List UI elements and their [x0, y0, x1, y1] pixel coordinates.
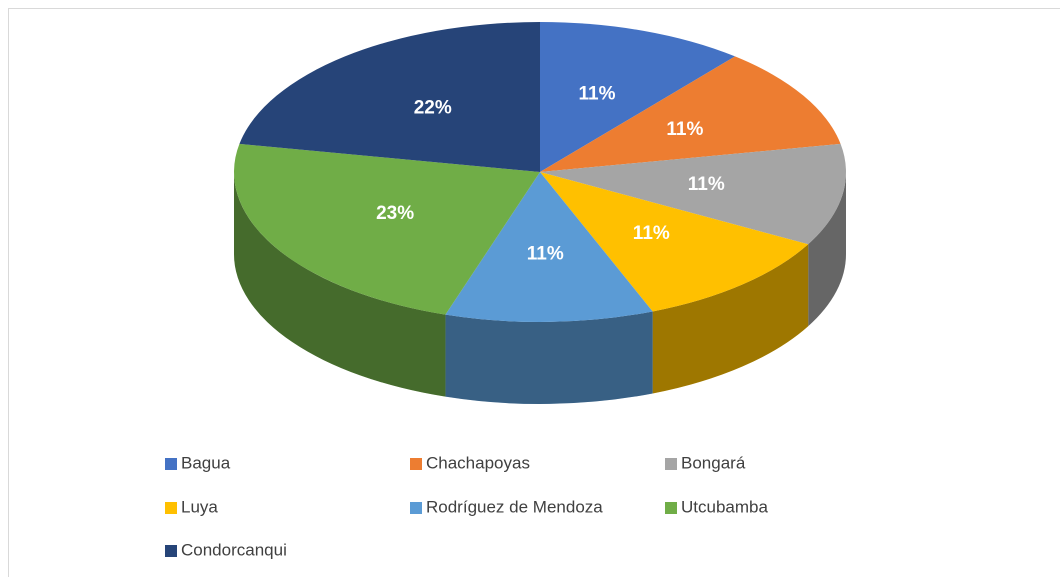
data-label: 11% [688, 174, 725, 195]
legend-label: Bagua [181, 453, 231, 472]
legend-swatch [665, 502, 677, 514]
data-label: 11% [666, 119, 703, 140]
legend-label: Chachapoyas [426, 453, 530, 472]
slice-side-shade [445, 311, 652, 404]
legend-swatch [665, 458, 677, 470]
legend-swatch [165, 458, 177, 470]
data-label: 22% [414, 97, 452, 118]
legend-swatch [165, 502, 177, 514]
data-label: 11% [527, 243, 564, 264]
legend-label: Bongará [681, 453, 746, 472]
data-label: 11% [633, 223, 670, 244]
data-label: 11% [579, 83, 616, 104]
legend-swatch [410, 458, 422, 470]
legend-swatch [165, 545, 177, 557]
legend-label: Condorcanqui [181, 540, 287, 559]
data-label: 23% [376, 203, 414, 224]
legend-label: Rodríguez de Mendoza [426, 497, 603, 516]
legend-label: Utcubamba [681, 497, 768, 516]
legend-label: Luya [181, 497, 218, 516]
legend-swatch [410, 502, 422, 514]
